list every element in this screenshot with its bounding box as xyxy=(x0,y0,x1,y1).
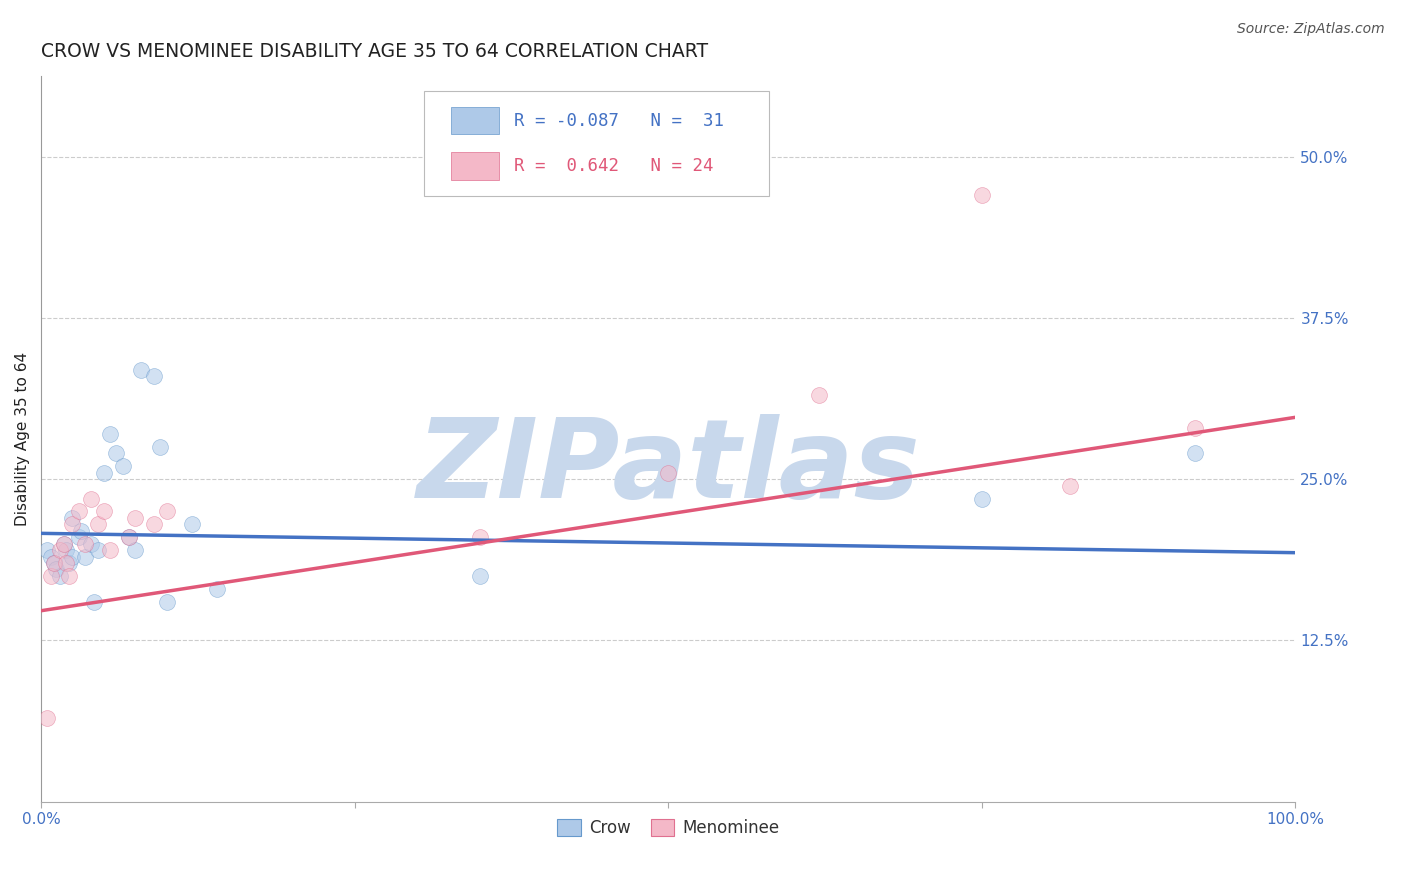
Point xyxy=(80,491,103,506)
Point xyxy=(468,530,491,544)
Legend: Crow, Menominee: Crow, Menominee xyxy=(551,813,786,844)
Point xyxy=(131,362,153,376)
Point xyxy=(111,459,134,474)
Point xyxy=(970,188,993,202)
Point xyxy=(67,504,90,518)
Point xyxy=(37,543,59,558)
Text: R =  0.642   N = 24: R = 0.642 N = 24 xyxy=(515,157,713,175)
FancyBboxPatch shape xyxy=(423,91,769,196)
Point xyxy=(49,569,72,583)
Point xyxy=(39,569,62,583)
Point xyxy=(93,504,115,518)
Point xyxy=(67,530,90,544)
Point xyxy=(143,517,166,532)
Point xyxy=(58,569,80,583)
Point xyxy=(58,556,80,570)
Point xyxy=(124,511,146,525)
Point xyxy=(98,427,121,442)
Point xyxy=(205,582,228,596)
Point xyxy=(52,536,75,550)
Point xyxy=(52,536,75,550)
Point xyxy=(118,530,141,544)
Point xyxy=(37,711,59,725)
Point xyxy=(1059,478,1081,492)
Point xyxy=(80,536,103,550)
FancyBboxPatch shape xyxy=(451,153,499,180)
Point xyxy=(45,562,67,576)
Point xyxy=(62,549,84,564)
Point xyxy=(73,536,96,550)
Point xyxy=(62,511,84,525)
Point xyxy=(124,543,146,558)
Point xyxy=(55,556,77,570)
Point xyxy=(83,595,105,609)
Point xyxy=(42,556,65,570)
Point xyxy=(149,440,172,454)
Point xyxy=(155,595,177,609)
Point xyxy=(105,446,128,460)
Point xyxy=(970,491,993,506)
Point xyxy=(49,543,72,558)
Point xyxy=(1184,420,1206,434)
Point xyxy=(62,517,84,532)
Point xyxy=(93,466,115,480)
Point xyxy=(118,530,141,544)
Text: R = -0.087   N =  31: R = -0.087 N = 31 xyxy=(515,112,724,129)
FancyBboxPatch shape xyxy=(451,107,499,135)
Point xyxy=(98,543,121,558)
Point xyxy=(143,369,166,384)
Point xyxy=(86,543,108,558)
Text: Source: ZipAtlas.com: Source: ZipAtlas.com xyxy=(1237,22,1385,37)
Y-axis label: Disability Age 35 to 64: Disability Age 35 to 64 xyxy=(15,351,30,526)
Point xyxy=(70,524,93,538)
Point xyxy=(180,517,202,532)
Point xyxy=(39,549,62,564)
Point xyxy=(468,569,491,583)
Point xyxy=(42,556,65,570)
Point xyxy=(55,543,77,558)
Point xyxy=(86,517,108,532)
Point xyxy=(73,549,96,564)
Text: ZIPatlas: ZIPatlas xyxy=(416,415,920,522)
Point xyxy=(1184,446,1206,460)
Text: CROW VS MENOMINEE DISABILITY AGE 35 TO 64 CORRELATION CHART: CROW VS MENOMINEE DISABILITY AGE 35 TO 6… xyxy=(41,42,709,61)
Point xyxy=(155,504,177,518)
Point xyxy=(657,466,679,480)
Point xyxy=(807,388,830,402)
